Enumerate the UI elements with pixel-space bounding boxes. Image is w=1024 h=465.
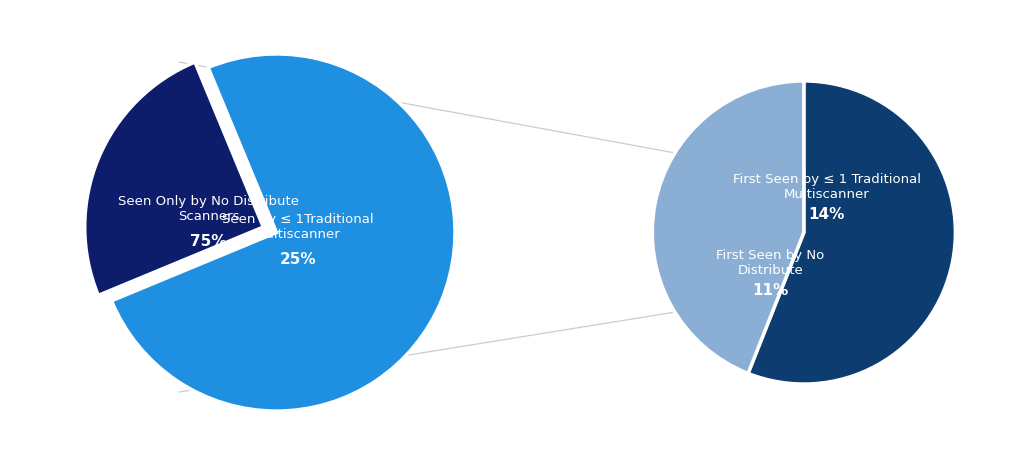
Text: 25%: 25%: [280, 252, 316, 267]
Text: First Seen by No
Distribute: First Seen by No Distribute: [717, 249, 824, 277]
Text: Seen by ≤ 1Traditional
Multiscanner: Seen by ≤ 1Traditional Multiscanner: [222, 213, 374, 241]
Text: First Seen by ≤ 1 Traditional
Multiscanner: First Seen by ≤ 1 Traditional Multiscann…: [732, 173, 921, 201]
Wedge shape: [85, 62, 263, 295]
Text: 11%: 11%: [753, 283, 788, 298]
Text: 75%: 75%: [190, 234, 227, 249]
Wedge shape: [112, 54, 455, 411]
Text: 14%: 14%: [808, 207, 845, 222]
Text: Seen Only by No Distribute
Scanners: Seen Only by No Distribute Scanners: [118, 195, 299, 223]
Wedge shape: [749, 81, 955, 384]
Wedge shape: [652, 81, 804, 373]
